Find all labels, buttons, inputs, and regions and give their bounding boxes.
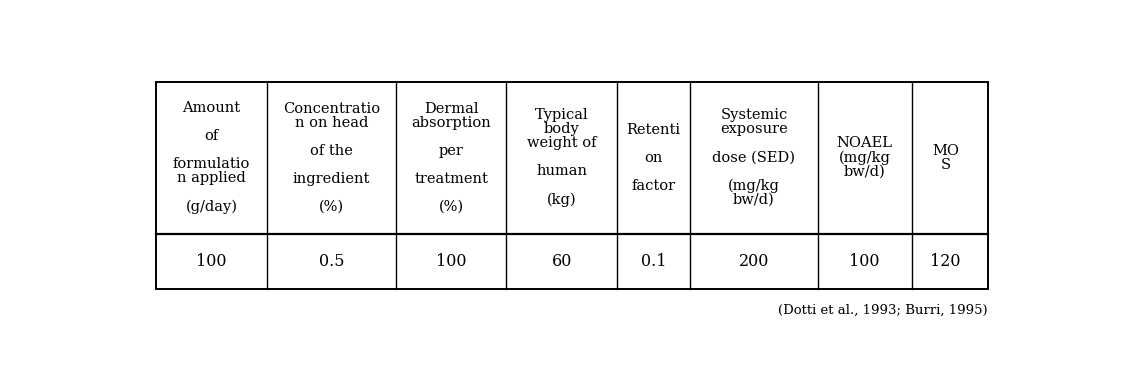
Text: 0.5: 0.5 — [318, 253, 344, 270]
Text: 200: 200 — [739, 253, 770, 270]
Text: Concentratio
n on head

of the

ingredient

(%): Concentratio n on head of the ingredient… — [282, 102, 380, 214]
Bar — [156, 81, 988, 288]
Text: 0.1: 0.1 — [641, 253, 666, 270]
Text: MO
S: MO S — [933, 144, 960, 172]
Text: Typical
body
weight of

human

(kg): Typical body weight of human (kg) — [526, 108, 596, 207]
Text: Dermal
absorption

per

treatment

(%): Dermal absorption per treatment (%) — [412, 102, 490, 214]
Text: Amount

of

formulatio
n applied

(g/day): Amount of formulatio n applied (g/day) — [173, 101, 251, 214]
Text: (Dotti et al., 1993; Burri, 1995): (Dotti et al., 1993; Burri, 1995) — [778, 303, 988, 316]
Text: 60: 60 — [551, 253, 572, 270]
Text: NOAEL
(mg/kg
bw/d): NOAEL (mg/kg bw/d) — [837, 136, 892, 179]
Text: 100: 100 — [197, 253, 227, 270]
Text: 100: 100 — [435, 253, 467, 270]
Text: 100: 100 — [849, 253, 880, 270]
Text: Retenti

on

factor: Retenti on factor — [627, 122, 681, 193]
Text: 120: 120 — [930, 253, 961, 270]
Text: Systemic
exposure

dose (SED)

(mg/kg
bw/d): Systemic exposure dose (SED) (mg/kg bw/d… — [712, 108, 795, 207]
